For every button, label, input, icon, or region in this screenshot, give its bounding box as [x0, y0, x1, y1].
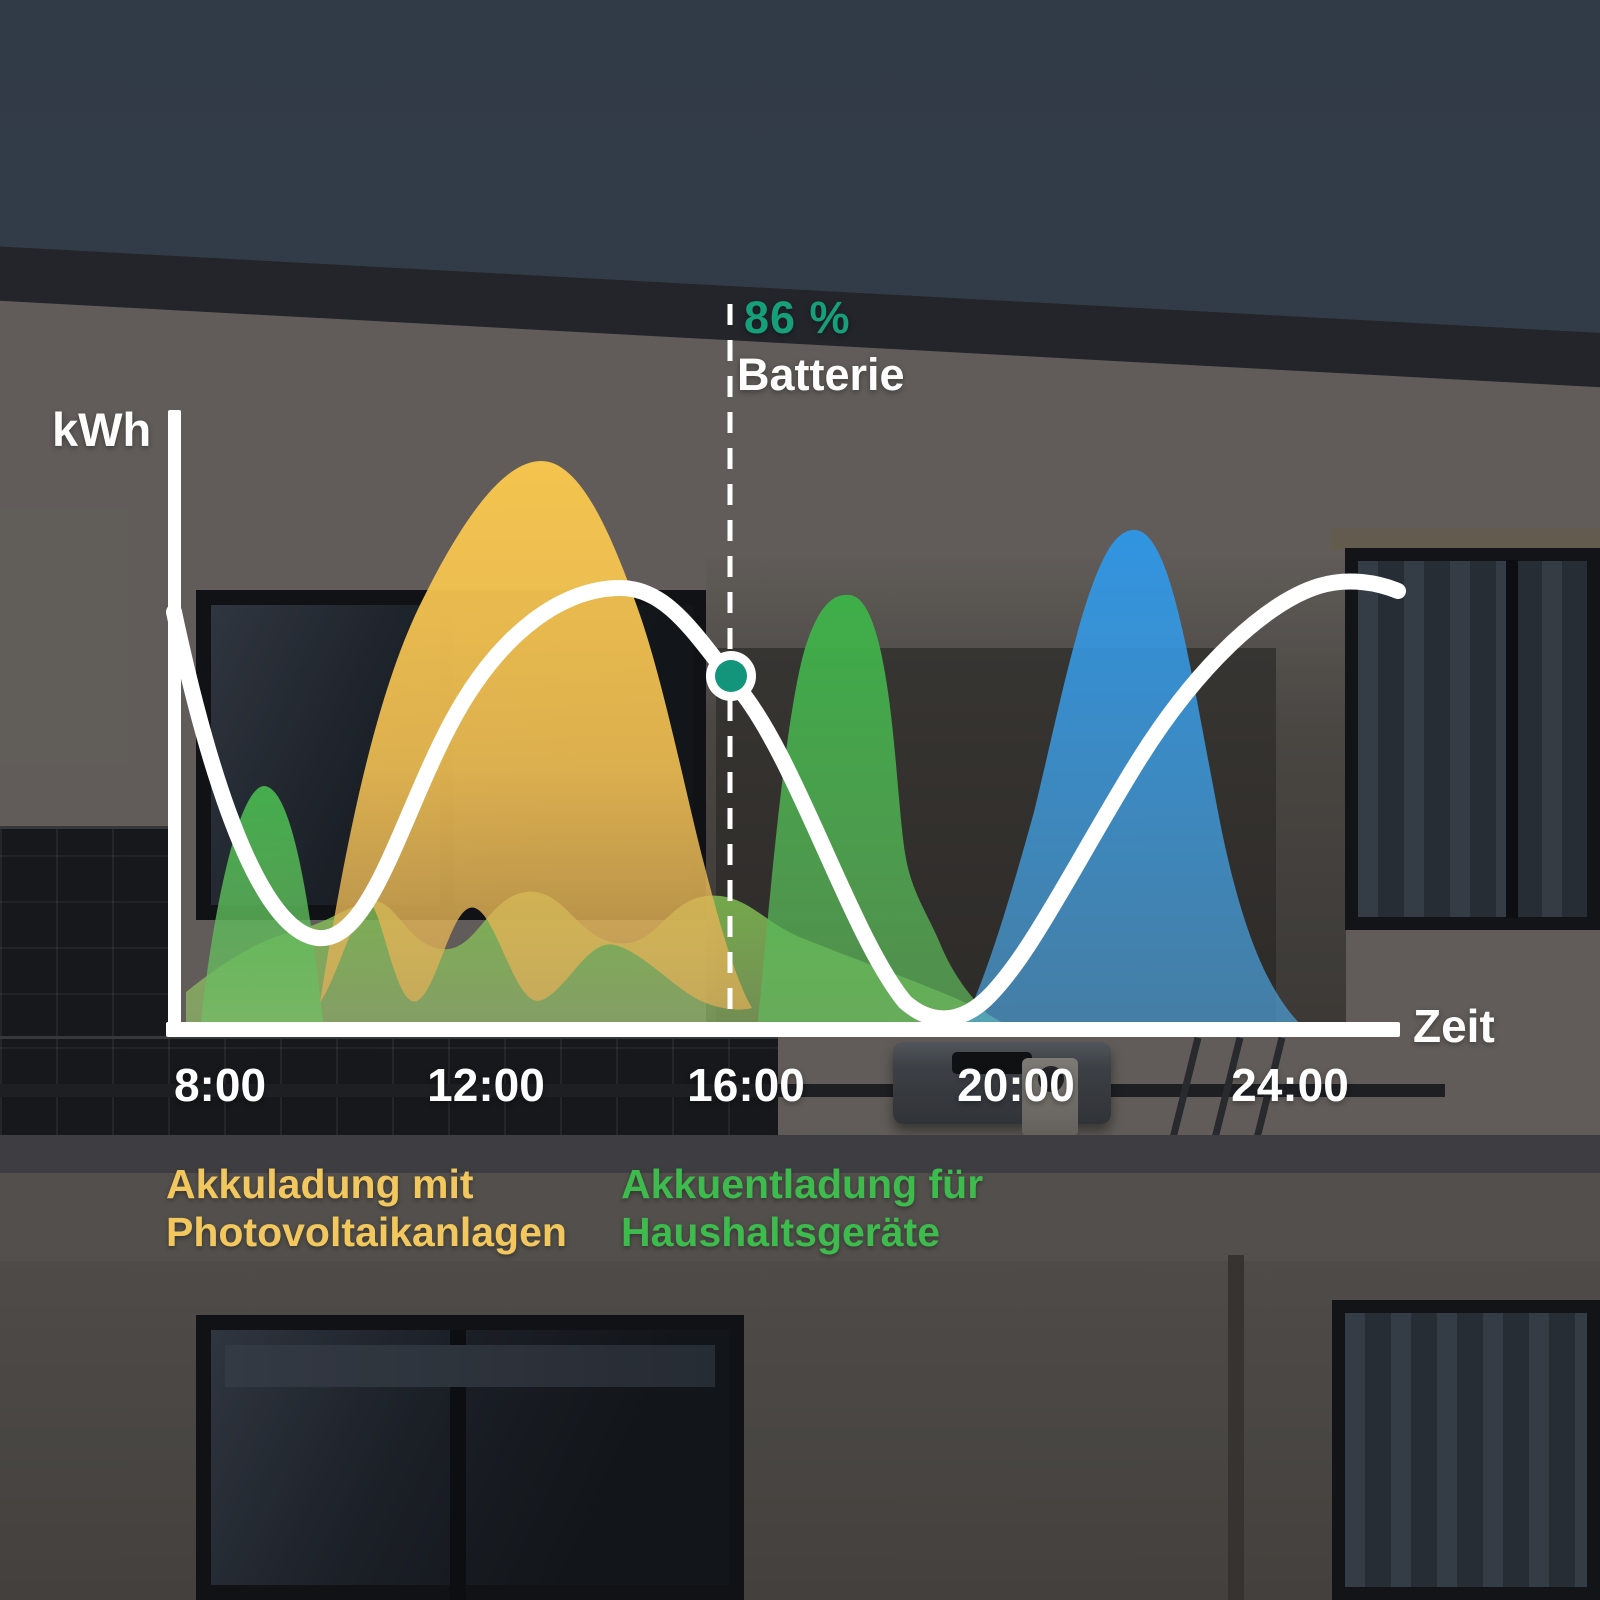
- household-area-evening-peak: [757, 594, 1012, 1030]
- upper-right-window-divider: [1506, 560, 1518, 918]
- balcony-solar-panel-left: [0, 826, 170, 1041]
- upper-right-window: [1345, 548, 1600, 930]
- facade-corner-shadow: [1228, 1255, 1244, 1600]
- x-tick-24: 24:00: [1231, 1059, 1349, 1111]
- x-tick-16: 16:00: [687, 1059, 805, 1111]
- battery-annotation-label: Batterie: [737, 349, 905, 400]
- battery-percentage-value: 86 %: [744, 292, 851, 343]
- legend-household-line1: Akkuentladung für: [621, 1161, 984, 1207]
- y-axis-line: [168, 410, 181, 1035]
- battery-marker-dot: [715, 660, 747, 692]
- battery-display: [952, 1052, 1032, 1074]
- x-tick-20: 20:00: [957, 1059, 1075, 1111]
- lower-right-window: [1332, 1300, 1600, 1600]
- legend-household-line2: Haushaltsgeräte: [621, 1209, 941, 1255]
- x-tick-8: 8:00: [173, 1059, 267, 1111]
- household-area-morning-peak: [200, 786, 324, 1030]
- y-axis-label: kWh: [52, 403, 152, 456]
- legend-solar-line1: Akkuladung mit: [166, 1161, 474, 1207]
- window-lintel: [1330, 528, 1600, 550]
- facade-band: [0, 1173, 1600, 1261]
- battery-curve: [166, 573, 1406, 1027]
- lower-window-transom: [225, 1345, 715, 1387]
- legend-household: Akkuentladung für Haushaltsgeräte: [621, 1160, 983, 1256]
- solar-area: [320, 461, 752, 1010]
- x-axis-label: Zeit: [1413, 1000, 1495, 1052]
- x-tick-12: 12:00: [427, 1059, 545, 1111]
- x-axis-line: [166, 1022, 1400, 1037]
- lower-left-window-divider: [450, 1330, 466, 1600]
- wall-socket-hole: [1038, 1066, 1064, 1092]
- legend-solar: Akkuladung mit Photovoltaikanlagen: [166, 1160, 567, 1256]
- facade-shadow-band: [0, 1135, 1600, 1173]
- legend-solar-line2: Photovoltaikanlagen: [166, 1209, 567, 1255]
